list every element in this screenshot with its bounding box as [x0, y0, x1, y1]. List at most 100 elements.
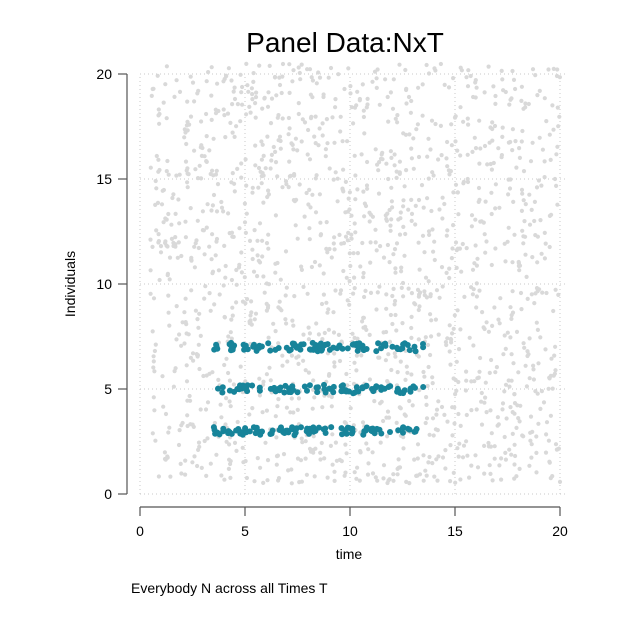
y-tick-label: 15	[96, 171, 112, 187]
background-point	[374, 307, 379, 312]
background-point	[307, 157, 313, 162]
background-point	[351, 251, 356, 256]
background-point	[214, 236, 220, 242]
background-point	[517, 146, 522, 151]
highlight-point	[322, 425, 329, 432]
background-point	[305, 291, 310, 296]
background-point	[266, 282, 272, 287]
background-point	[276, 138, 281, 143]
background-point	[352, 470, 357, 475]
background-point	[318, 457, 323, 462]
background-point	[362, 214, 367, 219]
background-point	[246, 89, 251, 94]
background-point	[273, 160, 279, 165]
background-point	[448, 479, 453, 484]
background-point	[303, 439, 308, 444]
background-point	[482, 443, 487, 448]
background-point	[430, 227, 435, 232]
highlight-point	[349, 341, 356, 348]
background-point	[374, 248, 379, 253]
background-point	[428, 312, 433, 317]
background-point	[266, 90, 271, 95]
background-point	[509, 316, 514, 321]
highlight-point	[249, 382, 256, 389]
highlight-point	[375, 340, 382, 347]
background-point	[555, 447, 560, 452]
highlight-point	[406, 426, 413, 433]
background-point	[384, 415, 389, 420]
background-point	[507, 384, 512, 389]
background-point	[547, 244, 552, 250]
background-point	[493, 93, 498, 99]
background-point	[511, 361, 516, 366]
background-point	[509, 313, 514, 318]
background-point	[508, 177, 513, 182]
background-point	[407, 132, 412, 137]
background-point	[352, 153, 357, 158]
background-point	[347, 251, 352, 256]
background-point	[478, 355, 483, 361]
background-point	[188, 114, 194, 119]
background-point	[291, 410, 296, 415]
highlight-point	[369, 425, 376, 432]
background-point	[227, 378, 232, 383]
highlight-point	[339, 386, 346, 393]
background-point	[336, 332, 341, 337]
background-point	[183, 159, 189, 164]
background-point	[377, 355, 382, 360]
background-point	[500, 401, 506, 406]
background-point	[257, 63, 262, 68]
background-point	[346, 196, 351, 201]
highlight-point	[401, 387, 408, 394]
background-point	[151, 359, 156, 364]
background-point	[519, 187, 525, 192]
highlight-point	[213, 341, 220, 348]
background-point	[205, 436, 210, 441]
highlight-point	[420, 341, 426, 347]
background-point	[317, 263, 322, 268]
background-point	[202, 154, 207, 159]
background-point	[221, 283, 226, 288]
background-point	[295, 236, 300, 241]
background-point	[332, 247, 337, 252]
background-point	[251, 71, 256, 76]
background-point	[450, 433, 455, 438]
background-point	[250, 406, 255, 411]
background-point	[373, 475, 378, 480]
background-point	[499, 456, 504, 461]
background-point	[313, 176, 318, 181]
background-point	[440, 455, 446, 460]
background-point	[451, 326, 456, 331]
background-point	[148, 268, 153, 273]
highlight-point	[395, 427, 402, 434]
background-point	[151, 395, 156, 400]
background-point	[330, 115, 335, 120]
highlight-point	[290, 387, 297, 393]
background-point	[278, 146, 283, 151]
background-point	[182, 341, 187, 346]
background-point	[364, 183, 370, 188]
background-point	[200, 209, 205, 214]
background-point	[517, 155, 523, 160]
background-point	[372, 399, 377, 404]
background-point	[432, 474, 437, 479]
background-point	[474, 407, 479, 412]
background-point	[479, 422, 485, 427]
background-point	[295, 456, 301, 461]
background-point	[153, 342, 158, 347]
background-point	[174, 173, 179, 178]
background-point	[529, 455, 534, 460]
background-point	[474, 305, 479, 310]
background-point	[414, 127, 419, 132]
background-point	[409, 372, 414, 377]
background-point	[534, 450, 539, 455]
background-point	[397, 232, 403, 237]
background-point	[332, 360, 337, 365]
background-point	[297, 182, 302, 187]
background-point	[429, 118, 435, 123]
background-point	[449, 256, 454, 261]
background-point	[338, 129, 343, 134]
background-point	[510, 68, 515, 74]
background-point	[409, 314, 414, 319]
background-point	[242, 275, 247, 280]
